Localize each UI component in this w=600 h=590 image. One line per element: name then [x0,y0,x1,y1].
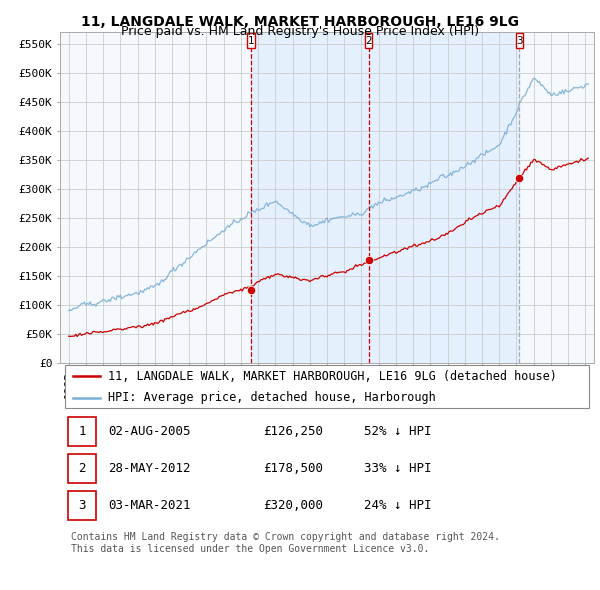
Text: 11, LANGDALE WALK, MARKET HARBOROUGH, LE16 9LG (detached house): 11, LANGDALE WALK, MARKET HARBOROUGH, LE… [108,369,557,382]
Text: £126,250: £126,250 [263,425,323,438]
Text: 03-MAR-2021: 03-MAR-2021 [108,499,191,512]
Bar [251,32,520,363]
FancyBboxPatch shape [65,365,589,408]
Text: 11, LANGDALE WALK, MARKET HARBOROUGH, LE16 9LG: 11, LANGDALE WALK, MARKET HARBOROUGH, LE… [81,15,519,29]
Text: 3: 3 [516,36,523,45]
Text: Price paid vs. HM Land Registry's House Price Index (HPI): Price paid vs. HM Land Registry's House … [121,25,479,38]
Text: 52% ↓ HPI: 52% ↓ HPI [364,425,432,438]
Text: 33% ↓ HPI: 33% ↓ HPI [364,462,432,475]
FancyBboxPatch shape [68,491,96,520]
Text: 02-AUG-2005: 02-AUG-2005 [108,425,191,438]
FancyBboxPatch shape [68,454,96,483]
FancyBboxPatch shape [68,417,96,445]
Text: Contains HM Land Registry data © Crown copyright and database right 2024.
This d: Contains HM Land Registry data © Crown c… [71,532,500,553]
FancyBboxPatch shape [247,33,255,48]
Text: 2: 2 [78,462,86,475]
FancyBboxPatch shape [365,33,373,48]
Text: 3: 3 [78,499,86,512]
Text: 2: 2 [365,36,372,45]
Text: £320,000: £320,000 [263,499,323,512]
Text: 24% ↓ HPI: 24% ↓ HPI [364,499,432,512]
FancyBboxPatch shape [515,33,523,48]
Text: HPI: Average price, detached house, Harborough: HPI: Average price, detached house, Harb… [108,391,436,404]
Text: 28-MAY-2012: 28-MAY-2012 [108,462,191,475]
Text: 1: 1 [248,36,254,45]
Text: 1: 1 [78,425,86,438]
Text: £178,500: £178,500 [263,462,323,475]
